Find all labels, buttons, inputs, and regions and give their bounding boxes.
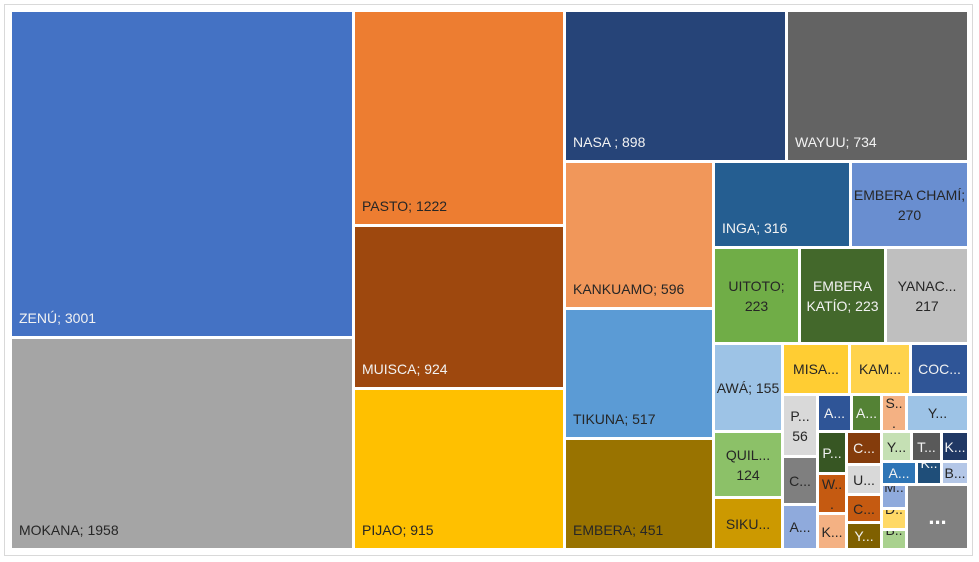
treemap-cell: C... xyxy=(848,433,880,463)
treemap-cell: YANAC... 217 xyxy=(887,249,967,342)
cell-label: A... xyxy=(855,405,877,421)
cell-label: P... xyxy=(822,444,842,461)
cell-label: A... xyxy=(888,465,910,481)
cell-label: U... xyxy=(853,471,875,488)
cell-label: EMBERA KATÍO; 223 xyxy=(806,277,879,314)
treemap-cell: C... xyxy=(848,496,880,521)
cell-label: KAM... xyxy=(858,361,901,377)
cell-label: K... xyxy=(821,523,843,540)
cell-label: TIKUNA; 517 xyxy=(573,411,656,427)
cell-label: SIKU... xyxy=(725,515,771,532)
cell-label: NASA ; 898 xyxy=(573,134,646,150)
treemap-cell: Y... xyxy=(908,396,967,430)
treemap-cell: INGA; 316 xyxy=(715,163,849,246)
cell-label: B... xyxy=(884,531,904,548)
cell-label: Y... xyxy=(927,405,948,421)
cell-label: PIJAO; 915 xyxy=(362,522,434,538)
cell-label: C... xyxy=(853,500,875,517)
treemap-cell: Y... xyxy=(848,524,880,548)
treemap-cell: K... xyxy=(819,515,845,548)
cell-label: P... 56 xyxy=(790,407,810,444)
treemap-cell: ... xyxy=(908,486,967,548)
cell-label: WAYUU; 734 xyxy=(795,134,877,150)
treemap-cell: P... 56 xyxy=(784,396,816,455)
treemap-cell: KANKUAMO; 596 xyxy=(566,163,712,307)
cell-label: EMBERA; 451 xyxy=(573,522,664,538)
treemap-cell: PIJAO; 915 xyxy=(355,390,563,548)
treemap-cell: MOKANA; 1958 xyxy=(12,339,352,548)
cell-label: KANKUAMO; 596 xyxy=(573,281,685,297)
cell-label: S... xyxy=(885,396,903,430)
treemap-cell: COC... xyxy=(912,345,967,393)
treemap-cell: C... xyxy=(784,458,816,503)
cell-label: T... xyxy=(917,438,936,455)
cell-label: A... xyxy=(789,519,811,535)
treemap-cell: D... xyxy=(883,510,905,528)
treemap-cell: M... xyxy=(883,486,905,507)
cell-label: ZENÚ; 3001 xyxy=(19,310,97,326)
treemap-cell: B... xyxy=(943,463,967,483)
treemap-cell: WAYUU; 734 xyxy=(788,12,967,160)
cell-label: Y... xyxy=(854,528,874,544)
treemap-cell: MISA... xyxy=(784,345,848,393)
treemap-cell: A... xyxy=(853,396,880,430)
treemap-cell: K... xyxy=(943,433,967,460)
cell-label: YANAC... 217 xyxy=(897,277,957,314)
cell-label: EMBERA CHAMÍ; 270 xyxy=(853,186,966,223)
treemap-cell: A... xyxy=(784,506,816,548)
cell-label: QUIL... 124 xyxy=(725,446,771,483)
treemap-cell: MUISCA; 924 xyxy=(355,227,563,387)
treemap-cell: QUIL... 124 xyxy=(715,433,781,496)
treemap-cell: U... xyxy=(848,466,880,493)
cell-label: C... xyxy=(853,440,875,456)
treemap-cell: SIKU... xyxy=(715,499,781,548)
cell-label: AWÁ; 155 xyxy=(716,379,780,396)
cell-label: UITOTO; 223 xyxy=(728,277,785,314)
cell-label: COC... xyxy=(918,361,961,377)
treemap-cell: AWÁ; 155 xyxy=(715,345,781,430)
cell-label: MOKANA; 1958 xyxy=(19,522,119,538)
treemap-cell: P... xyxy=(819,433,845,472)
cell-label: B... xyxy=(944,465,966,481)
treemap-cell: EMBERA; 451 xyxy=(566,440,712,548)
treemap-cell: T... xyxy=(913,433,940,460)
cell-label: M... xyxy=(884,486,904,507)
treemap-cell: EMBERA KATÍO; 223 xyxy=(801,249,884,342)
treemap-cell: B... xyxy=(883,531,905,548)
treemap-cell: ZENÚ; 3001 xyxy=(12,12,352,336)
treemap-cell: NASA ; 898 xyxy=(566,12,785,160)
treemap-cell: PASTO; 1222 xyxy=(355,12,563,224)
cell-label: MISA... xyxy=(793,361,839,377)
cell-label: A... xyxy=(823,405,845,421)
cell-label: MUISCA; 924 xyxy=(362,361,448,377)
treemap-cell: UITOTO; 223 xyxy=(715,249,798,342)
cell-label: PASTO; 1222 xyxy=(362,198,448,214)
cell-label: ... xyxy=(928,504,947,529)
cell-label: W... xyxy=(821,475,843,512)
treemap-cell: Y... xyxy=(883,433,910,460)
cell-label: C... xyxy=(789,472,811,489)
cell-label: K... xyxy=(944,438,966,455)
treemap-cell: KAM... xyxy=(851,345,909,393)
treemap-cell: W... xyxy=(819,475,845,512)
cell-label: INGA; 316 xyxy=(722,220,788,236)
cell-label: D... xyxy=(884,510,904,528)
treemap-cell: K... xyxy=(918,463,940,483)
cell-label: Y... xyxy=(886,438,907,455)
treemap-cell: TIKUNA; 517 xyxy=(566,310,712,437)
treemap-cell: A... xyxy=(819,396,850,430)
treemap-cell: EMBERA CHAMÍ; 270 xyxy=(852,163,967,246)
chart-frame xyxy=(4,4,973,556)
treemap-cell: S... xyxy=(883,396,905,430)
treemap-cell: A... xyxy=(883,463,915,483)
cell-label: K... xyxy=(920,463,938,483)
